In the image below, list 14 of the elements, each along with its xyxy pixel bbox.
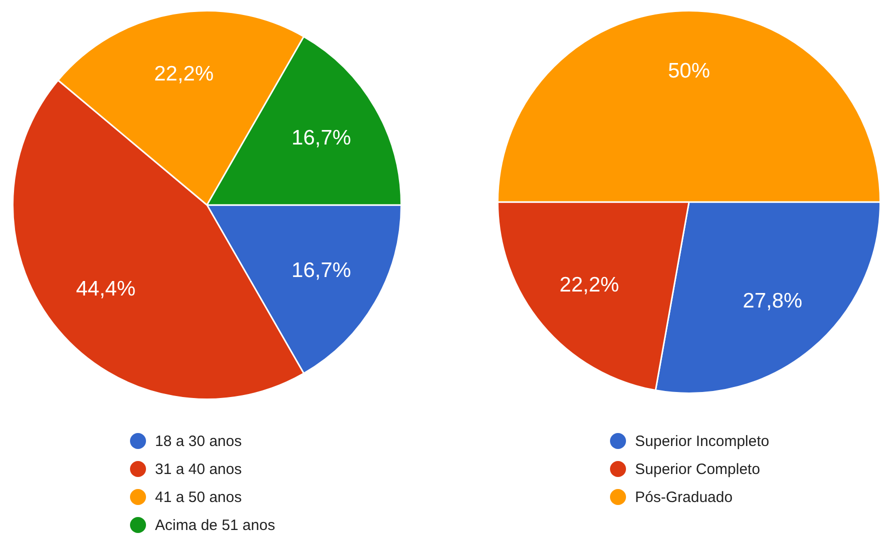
data-label: 22,2% bbox=[154, 62, 214, 86]
data-label: 16,7% bbox=[292, 126, 352, 150]
legend-label: 41 a 50 anos bbox=[155, 489, 242, 506]
data-label: 16,7% bbox=[292, 258, 352, 282]
data-label: 50% bbox=[668, 60, 710, 83]
legend-label: Superior Incompleto bbox=[635, 433, 770, 450]
data-label: 27,8% bbox=[742, 289, 802, 312]
legend-label: 31 a 40 anos bbox=[155, 461, 242, 478]
legend-label: Pós-Graduado bbox=[635, 489, 733, 506]
data-label: 22,2% bbox=[560, 273, 620, 296]
data-label: 44,4% bbox=[76, 278, 136, 301]
legend-label: Superior Completo bbox=[635, 461, 760, 478]
legend-label: 18 a 30 anos bbox=[155, 433, 242, 450]
legend-label: Acima de 51 anos bbox=[155, 517, 276, 534]
